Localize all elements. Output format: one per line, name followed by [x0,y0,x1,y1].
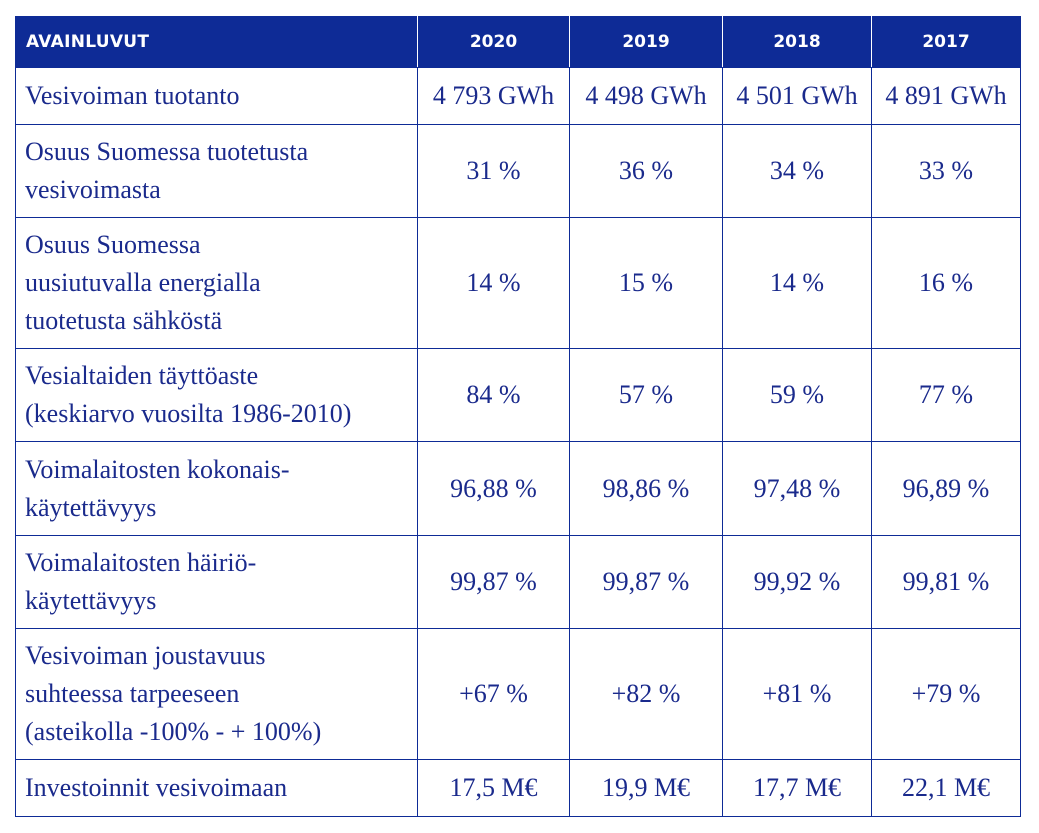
row-label: Osuus Suomessa uusiutuvalla energialla t… [15,217,418,349]
table-row: Vesivoiman joustavuus suhteessa tarpeese… [15,628,1021,760]
cell-value: 99,87 % [417,535,570,629]
table-row: Osuus Suomessa uusiutuvalla energialla t… [15,217,1021,349]
row-label-line: suhteessa tarpeeseen [25,679,240,708]
row-label-line: (asteikolla -100% - + 100%) [25,717,322,746]
row-label: Osuus Suomessa tuotetusta vesivoimasta [15,124,418,218]
table-row: Voimalaitosten häiriö- käytettävyys 99,8… [15,535,1021,629]
cell-value: 4 501 GWh [722,67,872,125]
row-label-line: Vesivoiman joustavuus [25,641,266,670]
cell-value: 33 % [871,124,1021,218]
cell-value: 4 498 GWh [569,67,723,125]
row-label: Voimalaitosten kokonais- käytettävyys [15,441,418,536]
cell-value: 36 % [569,124,723,218]
header-label: AVAINLUVUT [15,16,418,68]
key-figures-table: AVAINLUVUT 2020 2019 2018 2017 Vesivoima… [15,16,1021,817]
cell-value: 17,7 M€ [722,759,872,817]
row-label-line: Vesivoiman tuotanto [25,81,240,110]
row-label-line: käytettävyys [25,492,157,522]
cell-value: 97,48 % [722,441,872,536]
cell-value: 59 % [722,348,872,442]
table-row: Osuus Suomessa tuotetusta vesivoimasta 3… [15,124,1021,218]
row-label: Investoinnit vesivoimaan [15,759,418,817]
row-label-line: Voimalaitosten häiriö- [25,548,257,577]
row-label: Voimalaitosten häiriö- käytettävyys [15,535,418,629]
table-row: Voimalaitosten kokonais- käytettävyys 96… [15,441,1021,536]
cell-value: 99,92 % [722,535,872,629]
cell-value: 99,81 % [871,535,1021,629]
table-row: Vesialtaiden täyttöaste (keskiarvo vuosi… [15,348,1021,442]
cell-value: 84 % [417,348,570,442]
cell-value: 31 % [417,124,570,218]
cell-value: 4 891 GWh [871,67,1021,125]
row-label-line: Osuus Suomessa [25,230,201,259]
table-row: Vesivoiman tuotanto 4 793 GWh 4 498 GWh … [15,67,1021,125]
header-year-2019: 2019 [569,16,723,68]
header-year-2018: 2018 [722,16,872,68]
row-label-line: vesivoimasta [25,175,161,204]
row-label: Vesivoiman tuotanto [15,67,418,125]
row-label-line: uusiutuvalla energialla [25,268,261,297]
cell-value: 99,87 % [569,535,723,629]
row-label-line: Vesialtaiden täyttöaste [25,361,259,390]
cell-value: 4 793 GWh [417,67,570,125]
row-label-line: (keskiarvo vuosilta 1986-2010) [25,399,352,428]
cell-value: 19,9 M€ [569,759,723,817]
table-row: Investoinnit vesivoimaan 17,5 M€ 19,9 M€… [15,759,1021,817]
header-year-2020: 2020 [417,16,570,68]
table-header-row: AVAINLUVUT 2020 2019 2018 2017 [15,16,1021,68]
cell-value: 96,89 % [871,441,1021,536]
cell-value: 16 % [871,217,1021,349]
cell-value: 34 % [722,124,872,218]
row-label: Vesialtaiden täyttöaste (keskiarvo vuosi… [15,348,418,442]
cell-value: +81 % [722,628,872,760]
cell-value: +79 % [871,628,1021,760]
cell-value: 14 % [417,217,570,349]
cell-value: 22,1 M€ [871,759,1021,817]
cell-value: 15 % [569,217,723,349]
cell-value: +82 % [569,628,723,760]
row-label-line: Investoinnit vesivoimaan [25,773,288,802]
header-year-2017: 2017 [871,16,1021,68]
row-label: Vesivoiman joustavuus suhteessa tarpeese… [15,628,418,760]
cell-value: 77 % [871,348,1021,442]
row-label-line: Voimalaitosten kokonais- [25,454,290,484]
cell-value: 96,88 % [417,441,570,536]
row-label-line: käytettävyys [25,586,157,615]
row-label-line: tuotetusta sähköstä [25,306,223,335]
cell-value: 98,86 % [569,441,723,536]
cell-value: 57 % [569,348,723,442]
row-label-line: Osuus Suomessa tuotetusta [25,137,309,166]
cell-value: 17,5 M€ [417,759,570,817]
cell-value: +67 % [417,628,570,760]
cell-value: 14 % [722,217,872,349]
